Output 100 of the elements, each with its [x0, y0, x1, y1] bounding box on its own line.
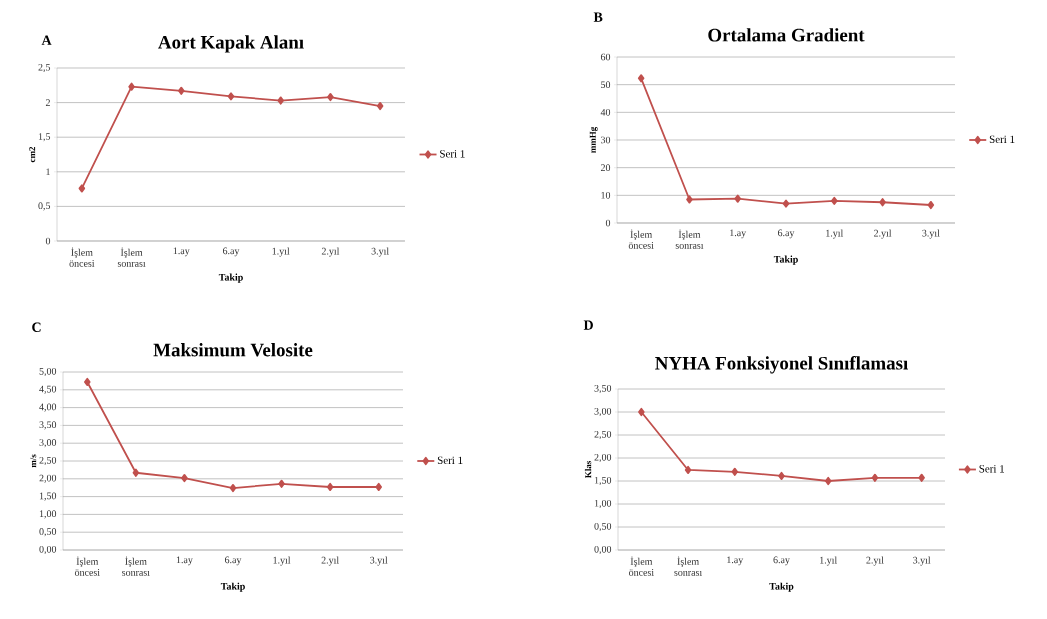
y-tick-label: 10	[601, 191, 611, 199]
point	[83, 377, 91, 387]
point	[375, 482, 383, 492]
x-axis-title: Takip	[218, 273, 243, 283]
point	[637, 74, 645, 83]
legend-label: Seri 1	[437, 456, 463, 464]
y-tick-label: 2,5	[38, 63, 51, 73]
x-tick-label: 2.yıl	[321, 556, 339, 566]
y-axis-title: cm2	[29, 146, 36, 163]
x-tick-label: İşlem öncesi	[628, 229, 654, 249]
point	[181, 474, 188, 483]
x-tick-label: İşlem öncesi	[629, 556, 654, 576]
x-tick-label: 2.yıl	[866, 556, 884, 566]
point	[731, 467, 739, 476]
y-tick-label: 3,00	[594, 407, 612, 417]
point	[871, 473, 879, 482]
x-tick-label: 1.ay	[176, 556, 193, 566]
y-tick-label: 1,00	[39, 510, 57, 519]
y-tick-label: 30	[601, 136, 611, 144]
x-tick-label: 3.yıl	[371, 247, 389, 257]
x-tick-label: 1.ay	[173, 247, 190, 257]
x-tick-label: 1.yıl	[272, 247, 290, 257]
y-tick-label: 2,00	[594, 453, 612, 463]
point	[684, 465, 692, 475]
point	[132, 468, 140, 477]
y-tick-label: 4,00	[39, 403, 57, 412]
text: D	[583, 320, 593, 330]
legend-label: Seri 1	[979, 465, 1005, 473]
y-tick-label: 2,00	[39, 474, 57, 483]
y-tick-label: 5,00	[39, 367, 57, 377]
y-tick-label: 0	[605, 219, 611, 227]
point	[782, 199, 790, 208]
x-tick-label: 3.yıl	[913, 556, 931, 566]
x-tick-label: 2.yıl	[321, 247, 340, 257]
point	[376, 101, 384, 111]
y-axis-title: mmHg	[589, 126, 598, 153]
x-axis-title: Takip	[220, 582, 245, 592]
chart-title: NYHA Fonksiyonel Sınıflaması	[655, 356, 908, 374]
point	[638, 407, 645, 417]
y-tick-label: 1	[46, 168, 50, 176]
x-tick-label: 3.yıl	[922, 229, 940, 239]
y-axis-title: Klas	[584, 461, 592, 479]
y-axis-title: m/s	[30, 454, 37, 468]
y-tick-label: 0,00	[39, 545, 57, 555]
x-tick-label: 2.yıl	[874, 229, 892, 239]
legend-label: Seri 1	[440, 150, 465, 158]
point	[734, 194, 742, 203]
y-tick-label: 3,00	[39, 439, 57, 448]
point	[927, 200, 935, 210]
point	[277, 96, 284, 105]
point	[177, 86, 185, 95]
chart-title: Maksimum Velosite	[153, 343, 313, 357]
y-tick-label: 1,5	[38, 133, 51, 142]
point	[879, 198, 886, 207]
legend-label: Seri 1	[989, 135, 1015, 143]
y-tick-label: 0,5	[38, 202, 51, 211]
y-tick-label: 60	[600, 53, 611, 61]
point	[229, 483, 237, 493]
y-tick-label: 2	[45, 99, 50, 106]
x-tick-label: 6.ay	[224, 556, 242, 566]
point	[831, 196, 838, 205]
y-tick-label: 0,50	[594, 522, 612, 532]
text: B	[593, 12, 603, 22]
x-tick-label: 1.yıl	[820, 556, 838, 566]
point	[78, 184, 86, 193]
y-tick-label: 4,50	[39, 385, 57, 394]
x-tick-label: 1.yıl	[273, 556, 291, 566]
y-tick-label: 2,50	[594, 430, 612, 440]
x-tick-label: 6.ay	[777, 229, 795, 239]
point	[918, 473, 925, 482]
x-tick-label: 1.ay	[730, 229, 747, 239]
x-tick-label: 3.yıl	[370, 556, 388, 566]
y-tick-label: 50	[601, 81, 611, 89]
point	[326, 482, 334, 492]
x-tick-label: İşlem sonrası	[117, 247, 146, 267]
y-tick-label: 0	[45, 237, 51, 245]
x-tick-label: 1.yıl	[826, 229, 844, 239]
y-tick-label: 40	[600, 108, 611, 116]
x-axis-title: Takip	[773, 255, 798, 265]
chart-title: Ortalama Gradient	[708, 28, 865, 42]
y-tick-label: 20	[600, 164, 611, 172]
point	[824, 476, 832, 486]
point	[686, 195, 693, 204]
y-tick-label: 0,00	[594, 545, 612, 555]
y-tick-label: 2,50	[39, 456, 57, 466]
text: C	[32, 322, 41, 332]
point	[327, 92, 334, 102]
x-tick-label: 6.ay	[773, 556, 790, 566]
text: A	[41, 35, 52, 45]
y-tick-label: 1,50	[594, 476, 612, 486]
y-tick-label: 0,50	[39, 528, 57, 537]
point	[278, 479, 285, 488]
point	[128, 82, 135, 91]
point	[778, 471, 785, 481]
x-tick-label: İşlem sonrası	[675, 229, 704, 249]
x-tick-label: İşlem sonrası	[122, 556, 150, 576]
x-tick-label: 6.ay	[222, 247, 240, 257]
x-tick-label: 1.ay	[727, 556, 744, 566]
chart-title: Aort Kapak Alanı	[158, 35, 304, 53]
y-tick-label: 3,50	[39, 421, 57, 430]
